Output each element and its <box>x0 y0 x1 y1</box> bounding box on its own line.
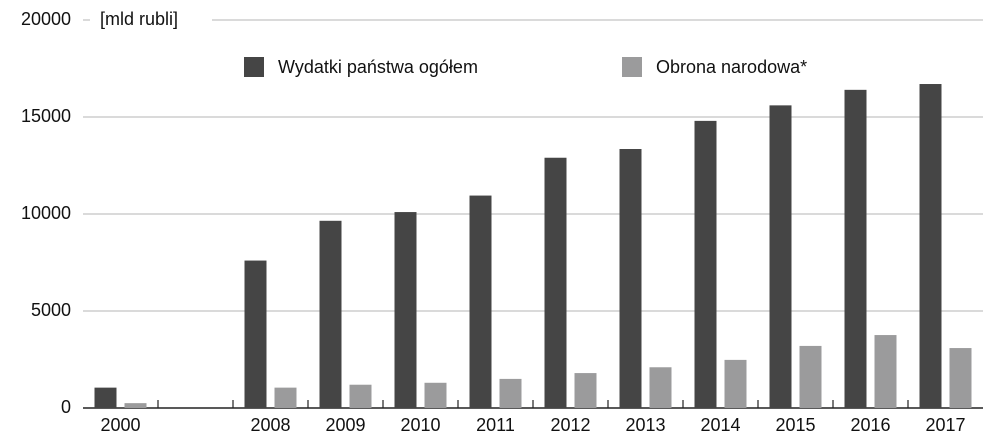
legend-label: Obrona narodowa* <box>656 57 807 77</box>
bar <box>94 387 117 408</box>
x-tick-label: 2017 <box>925 415 965 435</box>
x-tick-label: 2010 <box>400 415 440 435</box>
bar <box>244 260 267 408</box>
bar <box>724 359 747 408</box>
bar <box>499 378 522 408</box>
legend-swatch <box>622 57 642 77</box>
legend-label: Wydatki państwa ogółem <box>278 57 478 77</box>
y-tick-label: 0 <box>61 397 71 417</box>
bar <box>799 345 822 408</box>
y-axis-label: [mld rubli] <box>100 9 178 29</box>
bar <box>919 84 942 409</box>
x-tick-label: 2013 <box>625 415 665 435</box>
bar <box>574 373 597 408</box>
label-bg <box>90 6 212 36</box>
bar <box>274 387 297 408</box>
bar <box>769 105 792 409</box>
bar <box>469 195 492 408</box>
bar <box>394 212 417 408</box>
x-tick-label: 2015 <box>775 415 815 435</box>
legend-swatch <box>244 57 264 77</box>
x-tick-label: 2012 <box>550 415 590 435</box>
bar <box>694 120 717 408</box>
bar <box>874 335 897 408</box>
bar <box>949 348 972 408</box>
x-tick-label: 2016 <box>850 415 890 435</box>
bar <box>124 403 147 408</box>
bar <box>349 384 372 408</box>
y-tick-label: 20000 <box>21 9 71 29</box>
bar <box>844 89 867 408</box>
x-tick-label: 2000 <box>100 415 140 435</box>
x-tick-label: 2011 <box>476 415 515 435</box>
x-tick-label: 2014 <box>700 415 740 435</box>
y-tick-label: 5000 <box>31 300 71 320</box>
x-tick-label: 2008 <box>250 415 290 435</box>
y-tick-label: 15000 <box>21 106 71 126</box>
bar <box>649 367 672 408</box>
y-tick-label: 10000 <box>21 203 71 223</box>
bar <box>544 157 567 408</box>
bar <box>619 149 642 408</box>
bar <box>319 220 342 408</box>
x-tick-label: 2009 <box>325 415 365 435</box>
bar <box>424 382 447 408</box>
